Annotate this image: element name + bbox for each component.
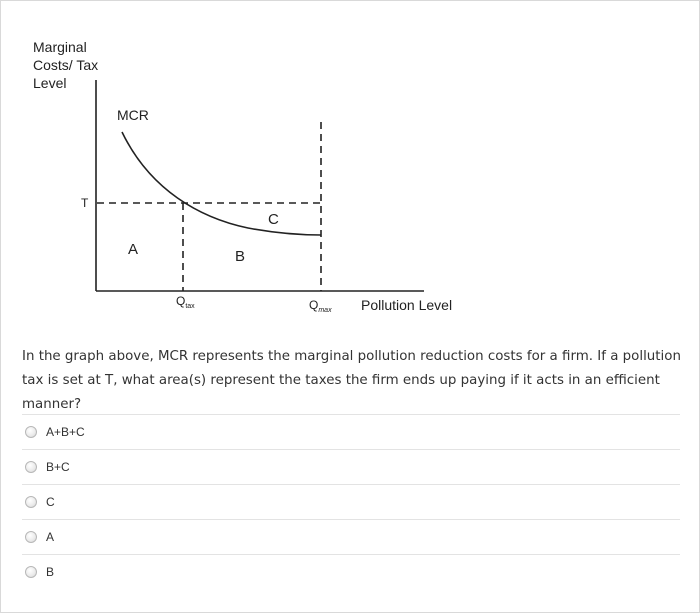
q-max-main: Q bbox=[309, 298, 318, 312]
radio-icon[interactable] bbox=[25, 566, 37, 578]
answer-option[interactable]: B+C bbox=[22, 449, 680, 484]
area-c-label: C bbox=[268, 211, 279, 228]
answer-option[interactable]: C bbox=[22, 484, 680, 519]
answer-option-label: B+C bbox=[46, 460, 70, 474]
radio-icon[interactable] bbox=[25, 531, 37, 543]
radio-icon[interactable] bbox=[25, 496, 37, 508]
x-axis-label: Pollution Level bbox=[361, 297, 452, 313]
answer-option[interactable]: A bbox=[22, 519, 680, 554]
answer-option-label: A+B+C bbox=[46, 425, 85, 439]
answer-option-label: A bbox=[46, 530, 55, 544]
q-max-label: Qmax bbox=[309, 298, 332, 314]
radio-icon[interactable] bbox=[25, 426, 37, 438]
q-tax-main: Q bbox=[176, 294, 185, 308]
tax-level-label: T bbox=[81, 196, 89, 210]
q-max-sub: max bbox=[318, 307, 332, 314]
question-text: In the graph above, MCR represents the m… bbox=[22, 349, 681, 412]
y-axis-label-line: Costs/ Tax bbox=[33, 57, 98, 73]
q-tax-sub: tax bbox=[185, 303, 195, 310]
mcr-curve bbox=[121, 131, 322, 236]
answer-option[interactable]: A+B+C bbox=[22, 414, 680, 449]
answer-option[interactable]: B bbox=[22, 554, 680, 589]
mcr-label: MCR bbox=[117, 107, 149, 123]
radio-icon[interactable] bbox=[25, 461, 37, 473]
answer-option-label: C bbox=[46, 495, 55, 509]
y-axis-label-line: Marginal bbox=[33, 39, 87, 55]
y-axis-label: Marginal Costs/ Tax Level bbox=[33, 39, 102, 91]
answer-option-label: B bbox=[46, 565, 55, 579]
y-axis-label-line: Level bbox=[33, 75, 66, 91]
area-b-label: B bbox=[235, 248, 245, 265]
q-tax-label: Qtax bbox=[176, 294, 195, 310]
economics-graph: Marginal Costs/ Tax Level MCR T A B C Qt… bbox=[33, 39, 452, 314]
area-a-label: A bbox=[128, 241, 138, 258]
answer-options: A+B+C B+C C A B bbox=[22, 414, 680, 589]
